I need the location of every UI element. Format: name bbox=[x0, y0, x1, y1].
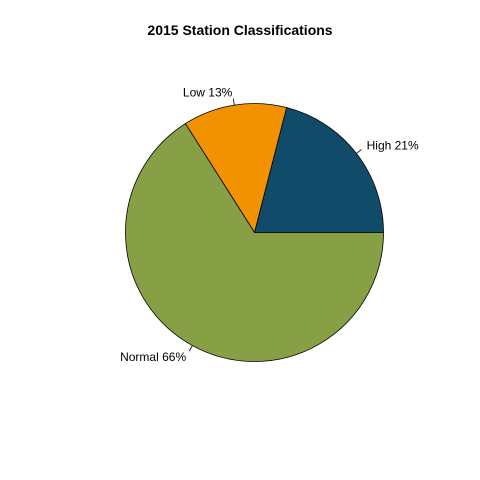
pie-labels: High 21% Low 13% Normal 66% bbox=[120, 85, 419, 364]
pie-label-normal: Normal 66% bbox=[120, 350, 186, 364]
pie-slices bbox=[125, 103, 384, 362]
chart-title: 2015 Station Classifications bbox=[147, 22, 333, 38]
pie-slice-high bbox=[253, 107, 384, 233]
pie-label-tick-low bbox=[232, 98, 235, 106]
pie-label-tick-normal bbox=[188, 345, 193, 352]
pie-label-tick-high bbox=[356, 149, 362, 154]
pie-label-high: High 21% bbox=[367, 139, 419, 153]
pie-slice-normal bbox=[125, 123, 384, 362]
pie-label-low: Low 13% bbox=[183, 85, 233, 99]
